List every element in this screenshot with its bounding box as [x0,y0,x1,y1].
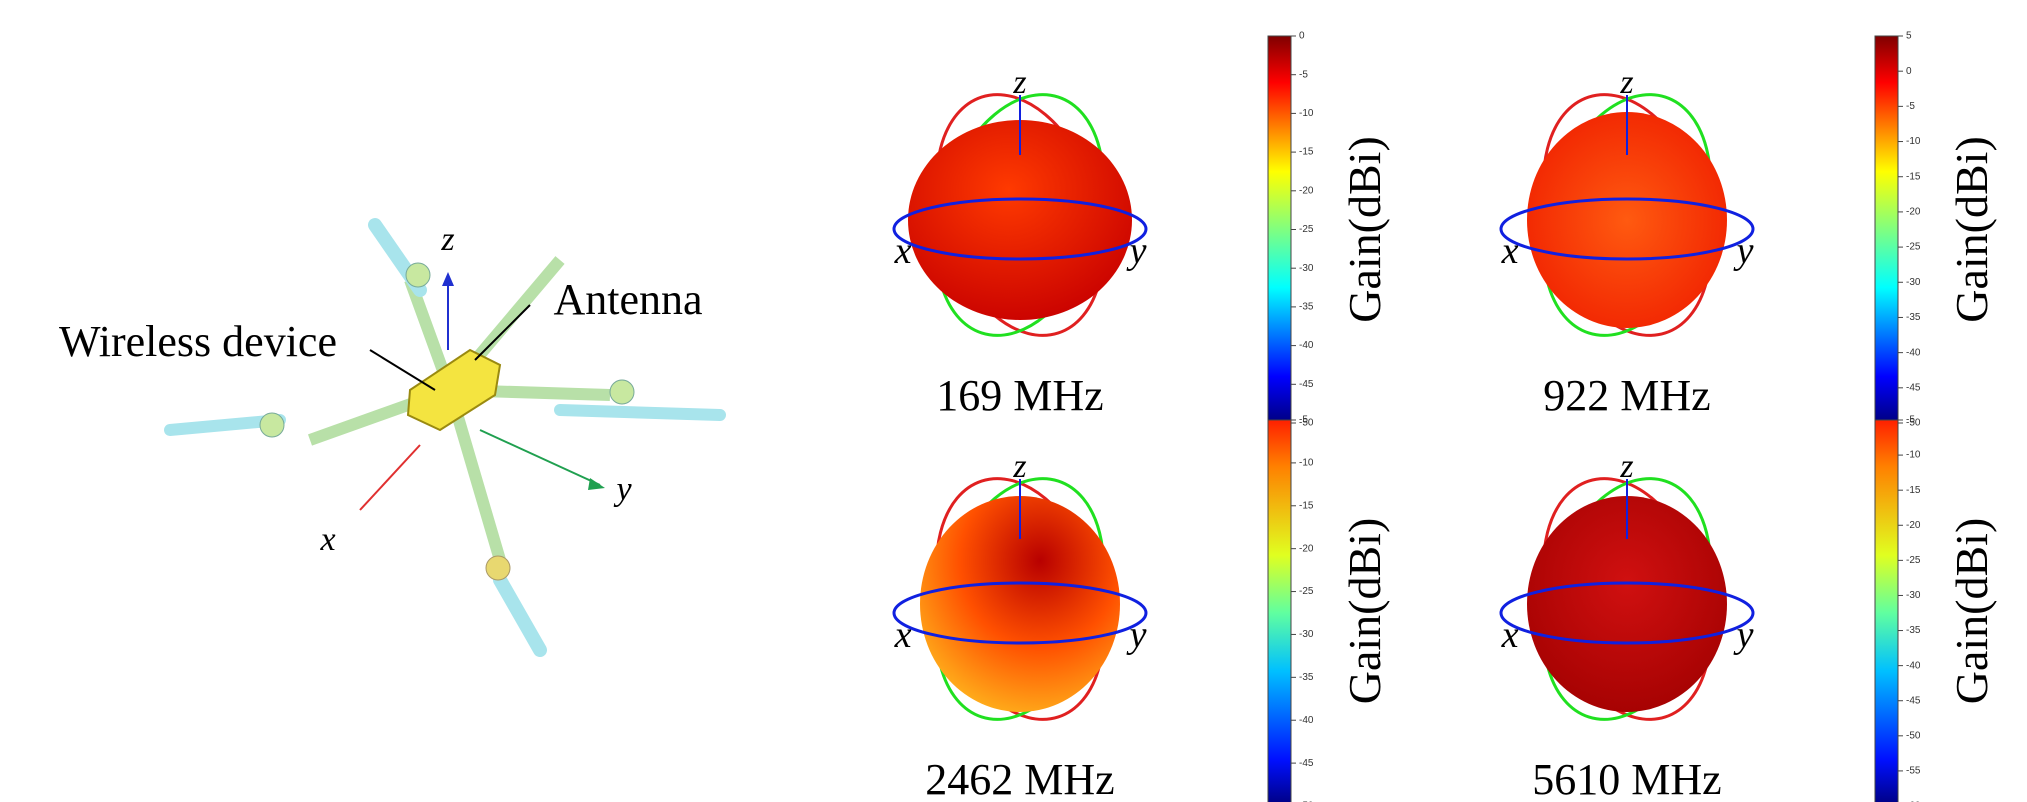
colorbar-tick-label: -5 [1906,101,1915,112]
colorbar-tick-label: -30 [1906,277,1921,288]
colorbar-tick-label: -50 [1906,730,1921,741]
colorbar-tick-label: -20 [1299,185,1314,196]
colorbar-tick-label: -25 [1299,586,1314,597]
colorbar-tick-label: -5 [1299,69,1308,80]
frequency-label: 2462 MHz [925,755,1114,802]
axis-label: y [1733,614,1754,656]
colorbar-tick-label: -5 [1299,415,1308,426]
axis-label: x [1501,230,1519,272]
antenna-label: Antenna [553,275,702,324]
frequency-label: 5610 MHz [1532,755,1721,802]
colorbar-tick-label: -15 [1906,171,1921,182]
colorbar-tick-label: -45 [1299,758,1314,769]
colorbar-tick-label: -25 [1906,555,1921,566]
colorbar-tick-label: 0 [1906,66,1912,77]
axis-label: y [1126,230,1147,272]
figure: z x y Wireless device Antenna z x y 169 MHz… [0,0,2027,802]
colorbar-label: Gain(dBi) [1946,518,1997,705]
colorbar-label: Gain(dBi) [1946,136,1997,323]
pattern-panel: z x y 922 MHz 5 0 -5 -10 -15 -20 -25 -30 -35 -40 -45 -5… [1501,31,1997,429]
colorbar-tick-label: -15 [1906,485,1921,496]
axis-label: z [1619,448,1633,485]
axis-label: z [440,221,454,258]
colorbar-tick-label: -15 [1299,500,1314,511]
colorbar-tick-label: -40 [1906,347,1921,358]
axis-label: x [894,614,912,656]
colorbar-tick-label: -5 [1906,415,1915,426]
colorbar [1268,420,1291,802]
colorbar-tick-label: -35 [1906,312,1921,323]
colorbar-tick-label: -10 [1906,136,1921,147]
axis-label: x [894,230,912,272]
colorbar-tick-label: -40 [1299,715,1314,726]
colorbar-tick-label: -40 [1299,340,1314,351]
colorbar-tick-label: -30 [1299,263,1314,274]
axis-label: z [1619,64,1633,101]
colorbar [1875,36,1898,423]
axis-label: y [1126,614,1147,656]
axis-label: z [1012,64,1026,101]
colorbar-tick-label: -55 [1906,766,1921,777]
colorbar-tick-label: -30 [1906,590,1921,601]
colorbar-tick-label: -15 [1299,147,1314,158]
pattern-panel: z x y 5610 MHz -5 -10 -15 -20 -25 -30 -35 -40 -45 -50… [1501,415,1997,802]
colorbar-tick-label: -10 [1299,108,1314,119]
axis-label: y [1733,230,1754,272]
colorbar-tick-label: -40 [1906,660,1921,671]
colorbar-label: Gain(dBi) [1339,518,1390,705]
colorbar [1875,420,1898,802]
colorbar-tick-label: -35 [1299,672,1314,683]
colorbar-tick-label: -45 [1299,379,1314,390]
colorbar-tick-label: -10 [1299,458,1314,469]
colorbar-tick-label: -45 [1906,695,1921,706]
colorbar-tick-label: -20 [1299,543,1314,554]
drone: z x y Wireless device Antenna [59,221,720,650]
colorbar-tick-label: -30 [1299,629,1314,640]
colorbar-tick-label: -25 [1906,242,1921,253]
colorbar-tick-label: -35 [1299,302,1314,313]
colorbar-tick-label: -20 [1906,520,1921,531]
colorbar [1268,36,1291,423]
device-label: Wireless device [59,317,337,366]
colorbar-tick-label: -45 [1906,382,1921,393]
frequency-label: 922 MHz [1543,371,1710,420]
colorbar-tick-label: -35 [1906,625,1921,636]
colorbar-tick-label: -25 [1299,224,1314,235]
colorbar-tick-label: 5 [1906,31,1912,42]
colorbar-tick-label: -10 [1906,450,1921,461]
axis-label: z [1012,448,1026,485]
colorbar-tick-label: 0 [1299,31,1305,42]
colorbar-label: Gain(dBi) [1339,136,1390,323]
axis-label: x [1501,614,1519,656]
axis-label: x [319,521,335,558]
frequency-label: 169 MHz [936,371,1103,420]
colorbar-tick-label: -20 [1906,207,1921,218]
axis-label: y [613,471,632,508]
